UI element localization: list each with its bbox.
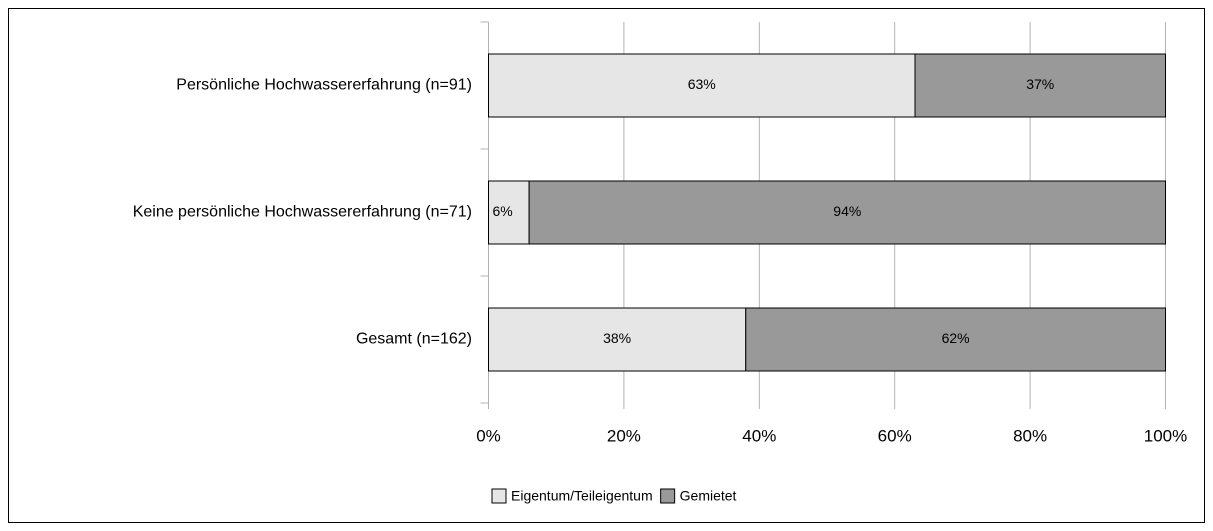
bar-segment [488,53,916,118]
value-label: 94% [833,203,861,219]
value-label: 37% [1026,76,1054,92]
legend-swatch [660,488,676,504]
x-tick-label: 20% [607,426,641,445]
value-label: 6% [493,203,513,219]
bar-segment [914,53,1167,118]
bar-segment [488,180,530,245]
legend-label: Gemietet [680,488,737,504]
x-tick-label: 60% [878,426,912,445]
category-label: Gesamt (n=162) [356,331,472,348]
value-label: 62% [942,330,970,346]
legend-label: Eigentum/Teileigentum [511,488,653,504]
bar-segment [528,180,1166,245]
category-label: Persönliche Hochwassererfahrung (n=91) [176,77,472,94]
bar-segment [488,307,747,372]
x-tick-label: 40% [742,426,776,445]
legend-swatch [491,488,507,504]
x-tick-label: 80% [1013,426,1047,445]
category-label: Keine persönliche Hochwassererfahrung (n… [133,204,472,221]
value-label: 63% [688,76,716,92]
bar-segment [745,307,1166,372]
x-tick-label: 100% [1144,426,1187,445]
value-label: 38% [603,330,631,346]
x-tick-label: 0% [476,426,501,445]
